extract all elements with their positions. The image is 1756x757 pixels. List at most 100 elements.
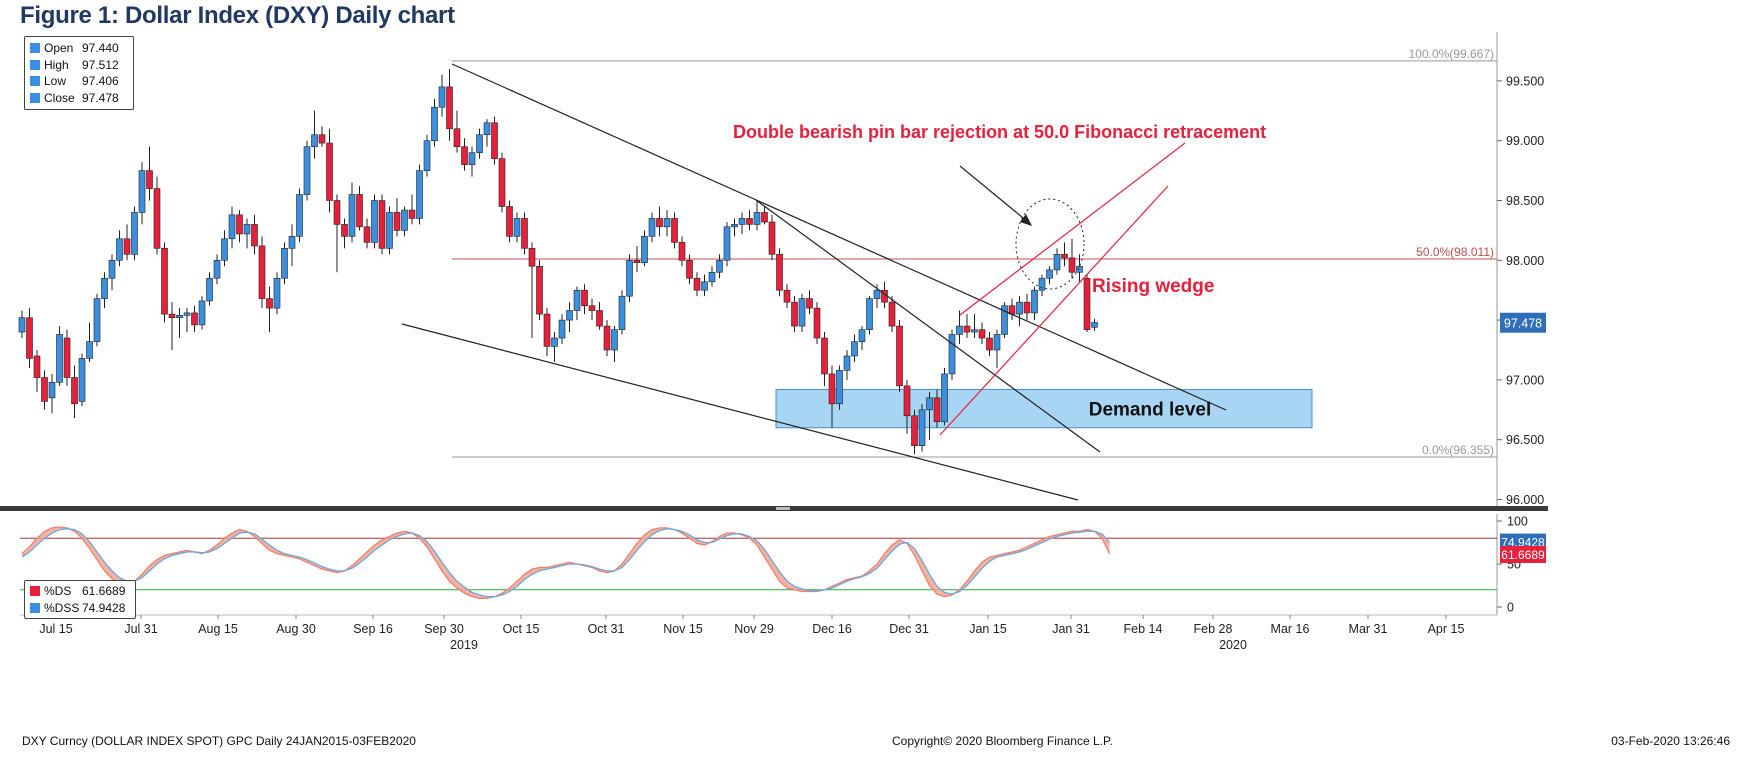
candle-body xyxy=(161,248,168,315)
price-tick-label: 99.500 xyxy=(1506,74,1544,88)
footer-copyright: Copyright© 2020 Bloomberg Finance L.P. xyxy=(892,734,1113,748)
candle-body xyxy=(138,170,146,213)
candle-body xyxy=(63,337,71,378)
price-tick-label: 98.500 xyxy=(1506,194,1544,208)
candle-body xyxy=(416,170,423,219)
candle-body xyxy=(198,300,206,326)
candle-body xyxy=(281,248,288,279)
x-tick-label: Jul 31 xyxy=(124,622,157,636)
candle-body xyxy=(828,373,836,405)
x-tick-label: Nov 29 xyxy=(734,622,774,636)
x-tick-label: Sep 30 xyxy=(424,622,464,636)
candle-body xyxy=(431,106,438,141)
candle-body xyxy=(318,134,326,144)
last-price-label: 97.478 xyxy=(1504,317,1542,331)
candle-body xyxy=(101,277,108,299)
candle-body xyxy=(978,329,986,339)
candle-body xyxy=(498,158,506,207)
last-price-box xyxy=(1500,312,1546,333)
candle-body xyxy=(468,152,476,165)
x-tick-label: Mar 31 xyxy=(1349,622,1388,636)
candle-body xyxy=(903,385,911,417)
candle-body xyxy=(18,317,26,333)
candle-body xyxy=(71,377,78,405)
candle-body xyxy=(33,355,41,378)
candle-body xyxy=(191,312,198,326)
candle-body xyxy=(806,298,813,309)
candle-body xyxy=(153,188,161,249)
candle-body xyxy=(596,310,603,327)
candle-body xyxy=(461,146,468,165)
footer-source: DXY Curncy (DOLLAR INDEX SPOT) GPC Daily… xyxy=(22,734,416,748)
candle-body xyxy=(131,212,138,255)
price-tick-label: 99.000 xyxy=(1506,134,1544,148)
candle-body xyxy=(48,381,56,399)
candle-body xyxy=(356,194,363,228)
legend-ds-label: %DS xyxy=(44,584,72,599)
candle-body xyxy=(93,298,101,342)
annotation-arrow xyxy=(959,165,1029,223)
candle-body xyxy=(866,298,873,330)
candle-body xyxy=(446,86,453,130)
candle-body xyxy=(776,254,783,291)
candle-body xyxy=(221,238,228,261)
legend-swatch xyxy=(30,59,40,70)
legend-swatch-dss xyxy=(30,602,40,613)
legend-swatch xyxy=(30,76,40,87)
pin-bar-annotation: Double bearish pin bar rejection at 50.0… xyxy=(733,122,1266,142)
candle-body xyxy=(783,289,791,303)
candle-body xyxy=(851,341,858,357)
candle-body xyxy=(408,209,416,219)
price-tick-label: 98.000 xyxy=(1506,254,1544,268)
stoch-tick-label: 0 xyxy=(1507,601,1514,615)
legend-ds-value: 61.6689 xyxy=(82,584,126,599)
candle-body xyxy=(1031,289,1038,314)
legend-open: Open 97.440 xyxy=(30,40,128,57)
candle-body xyxy=(933,397,941,423)
ds-value-label: 61.6689 xyxy=(1501,548,1545,562)
candle-body xyxy=(858,329,866,342)
candle-body xyxy=(566,310,573,321)
x-tick-label: Sep 16 xyxy=(353,622,393,636)
candle-body xyxy=(476,134,483,153)
candle-body xyxy=(1053,254,1061,271)
candle-body xyxy=(78,358,86,402)
legend-dss-value: 74.9428 xyxy=(82,600,126,615)
dss-line xyxy=(21,528,1110,598)
legend-high-value: 97.512 xyxy=(82,57,119,72)
x-tick-label: Mar 16 xyxy=(1271,622,1310,636)
candle-body xyxy=(288,236,296,249)
candle-body xyxy=(671,218,678,243)
candle-body xyxy=(146,170,153,189)
fib-label: 100.0%(99.667) xyxy=(1409,47,1494,61)
candle-body xyxy=(618,295,626,330)
candle-body xyxy=(956,325,963,335)
footer-timestamp: 03-Feb-2020 13:26:46 xyxy=(1611,734,1730,748)
legend-close-label: Close xyxy=(44,90,75,105)
panel-splitter-handle xyxy=(776,507,790,510)
candle-body xyxy=(333,200,341,225)
candle-body xyxy=(183,312,191,316)
candle-body xyxy=(708,271,716,283)
candle-body xyxy=(716,259,723,273)
candle-body xyxy=(401,209,408,231)
candle-body xyxy=(311,134,318,147)
candle-body xyxy=(918,409,926,446)
candle-body xyxy=(581,289,588,307)
price-tick-label: 97.000 xyxy=(1506,373,1544,387)
candle-body xyxy=(1091,322,1098,328)
candle-body xyxy=(738,218,746,225)
candle-body xyxy=(123,238,131,255)
candle-body xyxy=(873,289,881,299)
candle-body xyxy=(86,341,93,359)
candle-body xyxy=(1046,269,1053,279)
x-tick-label: Feb 28 xyxy=(1194,622,1233,636)
legend-open-label: Open xyxy=(44,41,74,56)
trendline-upper xyxy=(451,63,1227,411)
demand-label: Demand level xyxy=(1089,400,1212,421)
price-tick-label: 96.000 xyxy=(1506,493,1544,507)
stoch-tick-label: 100 xyxy=(1507,515,1528,529)
candle-body xyxy=(176,315,183,319)
candle-body xyxy=(453,128,461,147)
candle-body xyxy=(423,140,431,171)
